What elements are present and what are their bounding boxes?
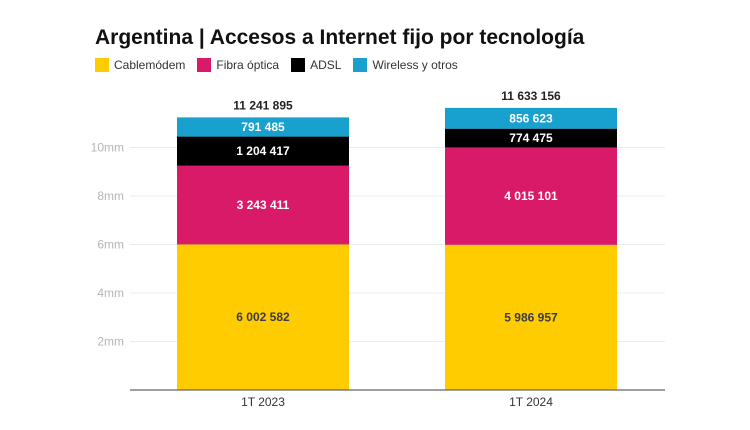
legend-item: ADSL — [291, 58, 341, 72]
legend-swatch — [95, 58, 109, 72]
legend-label: Fibra óptica — [216, 58, 280, 72]
y-tick-label: 6mm — [97, 238, 124, 252]
data-label: 6 002 582 — [236, 310, 290, 324]
legend-item: Wireless y otros — [353, 58, 458, 72]
legend-item: Cablemódem — [95, 58, 185, 72]
data-label: 4 015 101 — [504, 189, 558, 203]
data-label: 3 243 411 — [237, 198, 290, 212]
bar-segment — [445, 147, 617, 245]
bar-segment — [177, 117, 349, 137]
chart-title: Argentina | Accesos a Internet fijo por … — [95, 26, 585, 49]
x-tick-label: 1T 2023 — [241, 395, 285, 409]
x-tick-label: 1T 2024 — [509, 395, 553, 409]
bar-segment — [177, 136, 349, 166]
y-tick-label: 10mm — [91, 141, 124, 155]
bar-segment — [445, 244, 617, 390]
total-label: 11 241 895 — [233, 98, 293, 112]
legend-label: Wireless y otros — [372, 58, 458, 72]
legend-swatch — [197, 58, 212, 72]
data-label: 774 475 — [509, 131, 553, 145]
legend-label: Cablemódem — [114, 58, 186, 72]
bar-segment — [445, 128, 617, 148]
y-tick-label: 8mm — [97, 189, 124, 203]
legend-item: Fibra óptica — [197, 58, 279, 72]
legend-label: ADSL — [310, 58, 342, 72]
total-label: 11 633 156 — [501, 89, 561, 103]
y-tick-label: 2mm — [97, 335, 124, 349]
bar-segment — [177, 244, 349, 390]
data-label: 1 204 417 — [236, 144, 290, 158]
data-label: 856 623 — [509, 111, 553, 125]
bar-segment — [445, 107, 617, 129]
data-label: 791 485 — [241, 120, 285, 134]
legend-swatch — [291, 58, 306, 72]
bar-segment — [177, 165, 349, 245]
y-tick-label: 4mm — [97, 286, 124, 300]
data-label: 5 986 957 — [504, 310, 558, 324]
legend: Cablemódem Fibra óptica ADSL Wireless y otr… — [95, 58, 458, 72]
legend-swatch — [353, 58, 368, 72]
